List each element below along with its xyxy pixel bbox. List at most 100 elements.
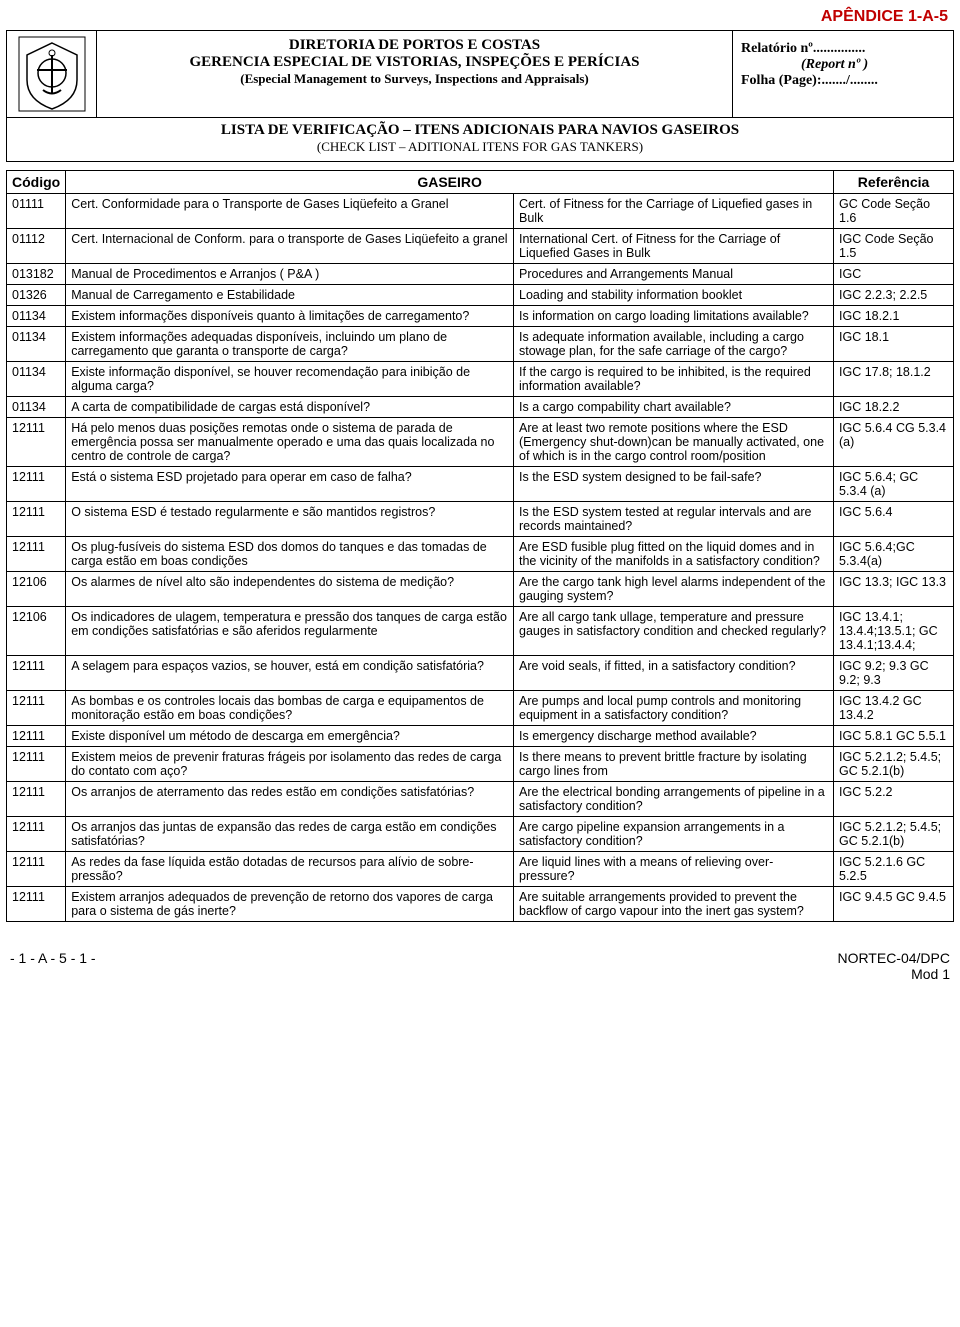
col-gaseiro: GASEIRO <box>66 171 834 194</box>
cell-code: 12106 <box>7 607 66 656</box>
report-number: Relatório nº............... <box>741 41 945 57</box>
cell-en: If the cargo is required to be inhibited… <box>514 362 834 397</box>
cell-code: 12111 <box>7 782 66 817</box>
cell-ref: IGC 5.2.1.2; 5.4.5; GC 5.2.1(b) <box>834 747 954 782</box>
cell-en: Are all cargo tank ullage, temperature a… <box>514 607 834 656</box>
cell-en: Is a cargo compability chart available? <box>514 397 834 418</box>
col-codigo: Código <box>7 171 66 194</box>
table-row: 12111Os plug-fusíveis do sistema ESD dos… <box>7 537 954 572</box>
cell-pt: Existem meios de prevenir fraturas fráge… <box>66 747 514 782</box>
appendix-label: APÊNDICE 1-A-5 <box>0 0 960 30</box>
cell-code: 013182 <box>7 264 66 285</box>
cell-pt: Existe informação disponível, se houver … <box>66 362 514 397</box>
cell-pt: Os indicadores de ulagem, temperatura e … <box>66 607 514 656</box>
table-row: 01111Cert. Conformidade para o Transport… <box>7 194 954 229</box>
cell-code: 01134 <box>7 306 66 327</box>
cell-ref: IGC 5.2.1.2; 5.4.5; GC 5.2.1(b) <box>834 817 954 852</box>
cell-en: Is adequate information available, inclu… <box>514 327 834 362</box>
folha-page: Folha (Page):......./........ <box>741 73 945 89</box>
cell-code: 01134 <box>7 327 66 362</box>
table-row: 12111Está o sistema ESD projetado para o… <box>7 467 954 502</box>
cell-en: Is information on cargo loading limitati… <box>514 306 834 327</box>
cell-en: Is the ESD system designed to be fail-sa… <box>514 467 834 502</box>
table-row: 12106Os indicadores de ulagem, temperatu… <box>7 607 954 656</box>
cell-ref: IGC 13.3; IGC 13.3 <box>834 572 954 607</box>
cell-en: Loading and stability information bookle… <box>514 285 834 306</box>
table-row: 12111As bombas e os controles locais das… <box>7 691 954 726</box>
navy-emblem-icon <box>17 35 87 113</box>
table-row: 12111Existem arranjos adequados de preve… <box>7 887 954 922</box>
logo-cell <box>7 31 97 117</box>
header-center: DIRETORIA DE PORTOS E COSTAS GERENCIA ES… <box>97 31 733 117</box>
cell-ref: IGC 5.2.2 <box>834 782 954 817</box>
cell-pt: A carta de compatibilidade de cargas est… <box>66 397 514 418</box>
checklist-title: LISTA DE VERIFICAÇÃO – ITENS ADICIONAIS … <box>11 122 949 139</box>
cell-ref: IGC 9.2; 9.3 GC 9.2; 9.3 <box>834 656 954 691</box>
cell-code: 12111 <box>7 537 66 572</box>
title-bar: LISTA DE VERIFICAÇÃO – ITENS ADICIONAIS … <box>6 118 954 162</box>
col-referencia: Referência <box>834 171 954 194</box>
cell-en: Is emergency discharge method available? <box>514 726 834 747</box>
table-row: 12111Os arranjos de aterramento das rede… <box>7 782 954 817</box>
cell-ref: IGC Code Seção 1.5 <box>834 229 954 264</box>
cell-ref: IGC 2.2.3; 2.2.5 <box>834 285 954 306</box>
cell-en: Is there means to prevent brittle fractu… <box>514 747 834 782</box>
cell-en: Is the ESD system tested at regular inte… <box>514 502 834 537</box>
footer-left: - 1 - A - 5 - 1 - <box>10 950 96 982</box>
cell-ref: IGC 13.4.2 GC 13.4.2 <box>834 691 954 726</box>
cell-ref: IGC 5.8.1 GC 5.5.1 <box>834 726 954 747</box>
cell-en: International Cert. of Fitness for the C… <box>514 229 834 264</box>
table-row: 01112Cert. Internacional de Conform. par… <box>7 229 954 264</box>
cell-code: 01111 <box>7 194 66 229</box>
cell-en: Procedures and Arrangements Manual <box>514 264 834 285</box>
cell-code: 01134 <box>7 397 66 418</box>
cell-en: Are void seals, if fitted, in a satisfac… <box>514 656 834 691</box>
cell-code: 12111 <box>7 887 66 922</box>
cell-pt: Existem informações disponíveis quanto à… <box>66 306 514 327</box>
cell-pt: Há pelo menos duas posições remotas onde… <box>66 418 514 467</box>
checklist-table: Código GASEIRO Referência 01111Cert. Con… <box>6 170 954 922</box>
cell-en: Cert. of Fitness for the Carriage of Liq… <box>514 194 834 229</box>
footer-mod: Mod 1 <box>837 966 950 982</box>
cell-en: Are liquid lines with a means of relievi… <box>514 852 834 887</box>
cell-code: 12111 <box>7 817 66 852</box>
header-right: Relatório nº............... (Report nº )… <box>733 31 953 117</box>
management-title: GERENCIA ESPECIAL DE VISTORIAS, INSPEÇÕE… <box>105 54 724 71</box>
table-row: 01134Existem informações disponíveis qua… <box>7 306 954 327</box>
cell-pt: Os alarmes de nível alto são independent… <box>66 572 514 607</box>
table-row: 01134Existem informações adequadas dispo… <box>7 327 954 362</box>
cell-ref: IGC 13.4.1; 13.4.4;13.5.1; GC 13.4.1;13.… <box>834 607 954 656</box>
cell-code: 12111 <box>7 747 66 782</box>
cell-ref: IGC 5.6.4; GC 5.3.4 (a) <box>834 467 954 502</box>
cell-code: 12111 <box>7 852 66 887</box>
table-row: 12111Existem meios de prevenir fraturas … <box>7 747 954 782</box>
cell-ref: IGC 18.2.2 <box>834 397 954 418</box>
report-number-en: (Report nº ) <box>741 57 945 73</box>
cell-en: Are ESD fusible plug fitted on the liqui… <box>514 537 834 572</box>
page-footer: - 1 - A - 5 - 1 - NORTEC-04/DPC Mod 1 <box>0 922 960 990</box>
table-row: 12111Os arranjos das juntas de expansão … <box>7 817 954 852</box>
cell-pt: Cert. Internacional de Conform. para o t… <box>66 229 514 264</box>
header-box: DIRETORIA DE PORTOS E COSTAS GERENCIA ES… <box>6 30 954 118</box>
cell-en: Are the cargo tank high level alarms ind… <box>514 572 834 607</box>
cell-en: Are cargo pipeline expansion arrangement… <box>514 817 834 852</box>
cell-ref: IGC 5.6.4 <box>834 502 954 537</box>
table-row: 12111As redes da fase líquida estão dota… <box>7 852 954 887</box>
cell-ref: IGC <box>834 264 954 285</box>
cell-pt: Existe disponível um método de descarga … <box>66 726 514 747</box>
table-row: 12111Há pelo menos duas posições remotas… <box>7 418 954 467</box>
cell-code: 12111 <box>7 691 66 726</box>
cell-ref: IGC 5.6.4 CG 5.3.4 (a) <box>834 418 954 467</box>
table-row: 12111A selagem para espaços vazios, se h… <box>7 656 954 691</box>
cell-pt: Manual de Carregamento e Estabilidade <box>66 285 514 306</box>
cell-code: 01326 <box>7 285 66 306</box>
cell-pt: Existem informações adequadas disponívei… <box>66 327 514 362</box>
table-row: 12111Existe disponível um método de desc… <box>7 726 954 747</box>
directorate-title: DIRETORIA DE PORTOS E COSTAS <box>105 37 724 54</box>
cell-code: 12111 <box>7 656 66 691</box>
cell-ref: IGC 5.6.4;GC 5.3.4(a) <box>834 537 954 572</box>
cell-code: 01112 <box>7 229 66 264</box>
management-subtitle: (Especial Management to Surveys, Inspect… <box>105 71 724 87</box>
cell-pt: Os arranjos de aterramento das redes est… <box>66 782 514 817</box>
cell-code: 12111 <box>7 418 66 467</box>
